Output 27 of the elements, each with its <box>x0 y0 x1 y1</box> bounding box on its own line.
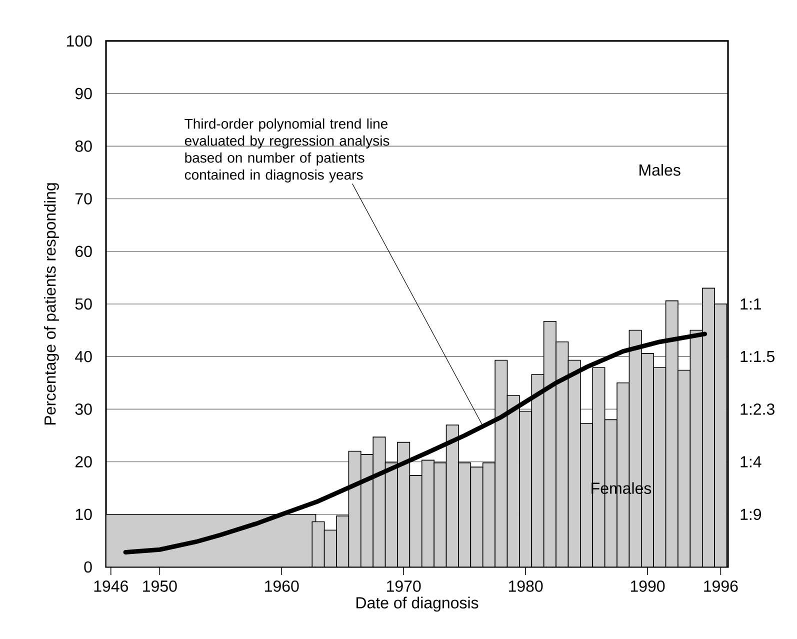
x-axis-title: Date of diagnosis <box>356 596 478 612</box>
y-tick-label: 100 <box>67 35 92 47</box>
y-axis-title: Percentage of patients responding <box>44 183 59 425</box>
y-tick-label: 30 <box>75 404 92 415</box>
y-tick-label: 70 <box>76 193 92 204</box>
y-tick-label: 40 <box>75 350 92 362</box>
y-tick-label: 50 <box>75 298 92 310</box>
text: 1:2.3 <box>740 404 774 415</box>
y-tick-label: 90 <box>75 88 92 100</box>
x-tick-label: 1950 <box>143 580 177 592</box>
y-tick-label: 80 <box>75 140 92 152</box>
text: 1:1.5 <box>740 350 774 362</box>
text: 1:1 <box>740 298 762 310</box>
x-tick-label: 1990 <box>630 580 665 592</box>
y-tick-label: 0 <box>84 561 92 573</box>
text: 1:9 <box>740 508 762 520</box>
y-tick-label: 20 <box>76 456 92 468</box>
x-tick-label: 1980 <box>508 580 543 592</box>
x-tick-label: 1946 <box>94 580 128 592</box>
x-tick-label: 1970 <box>387 580 421 592</box>
x-tick-label: 1996 <box>704 580 738 592</box>
y-tick-label: 60 <box>76 246 92 258</box>
annotation: Males <box>640 164 680 176</box>
text: 1:4 <box>740 456 762 468</box>
annotation: Third-order polynomial trend line evaluated by regression analysis based on number of patients contained in diagnosis years <box>184 118 390 182</box>
x-tick-label: 1960 <box>265 580 299 592</box>
y-tick-label: 10 <box>76 508 92 520</box>
